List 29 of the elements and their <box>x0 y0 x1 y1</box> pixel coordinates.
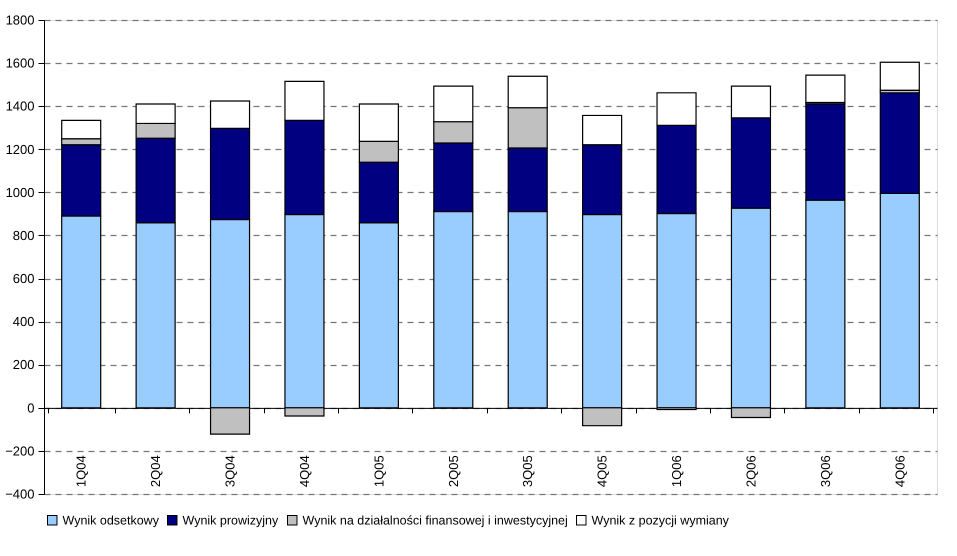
y-tick-label: 600 <box>12 271 34 286</box>
y-tick-label: 400 <box>12 314 34 330</box>
y-tick-label: 1000 <box>6 184 34 200</box>
x-tick-label: 3Q05 <box>520 455 536 488</box>
y-tick-label: 1200 <box>6 142 34 157</box>
y-tick-label: 1400 <box>6 98 34 114</box>
legend-label: Wynik prowizyjny <box>182 513 279 528</box>
x-tick-label: 4Q05 <box>594 455 610 488</box>
y-tick-label: 200 <box>12 357 34 372</box>
x-tick-label: 1Q06 <box>669 455 684 488</box>
y-tick-label: 0 <box>27 400 34 416</box>
y-tick-label: −400 <box>5 486 34 502</box>
legend-label: Wynik na działalności finansowej i inwestycyjnej <box>302 513 568 528</box>
x-tick-label: 3Q06 <box>818 455 833 488</box>
x-tick-label: 2Q05 <box>446 455 461 488</box>
x-tick-label: 3Q04 <box>222 455 238 488</box>
x-tick-label: 2Q06 <box>743 455 758 488</box>
y-tick-label: 1600 <box>6 56 34 71</box>
bar <box>880 62 920 91</box>
y-tick-label: 800 <box>12 228 34 243</box>
x-tick-label: 1Q04 <box>74 455 89 488</box>
legend-label: Wynik odsetkowy <box>62 513 160 528</box>
legend-label: Wynik z pozycji wymiany <box>592 513 730 528</box>
y-tick-label: −200 <box>5 443 34 458</box>
x-tick-label: 1Q05 <box>371 455 386 488</box>
x-tick-label: 4Q04 <box>296 455 312 488</box>
y-tick-label: 1800 <box>6 12 34 28</box>
x-tick-label: 2Q04 <box>148 455 164 488</box>
x-tick-label: 4Q06 <box>892 455 908 488</box>
